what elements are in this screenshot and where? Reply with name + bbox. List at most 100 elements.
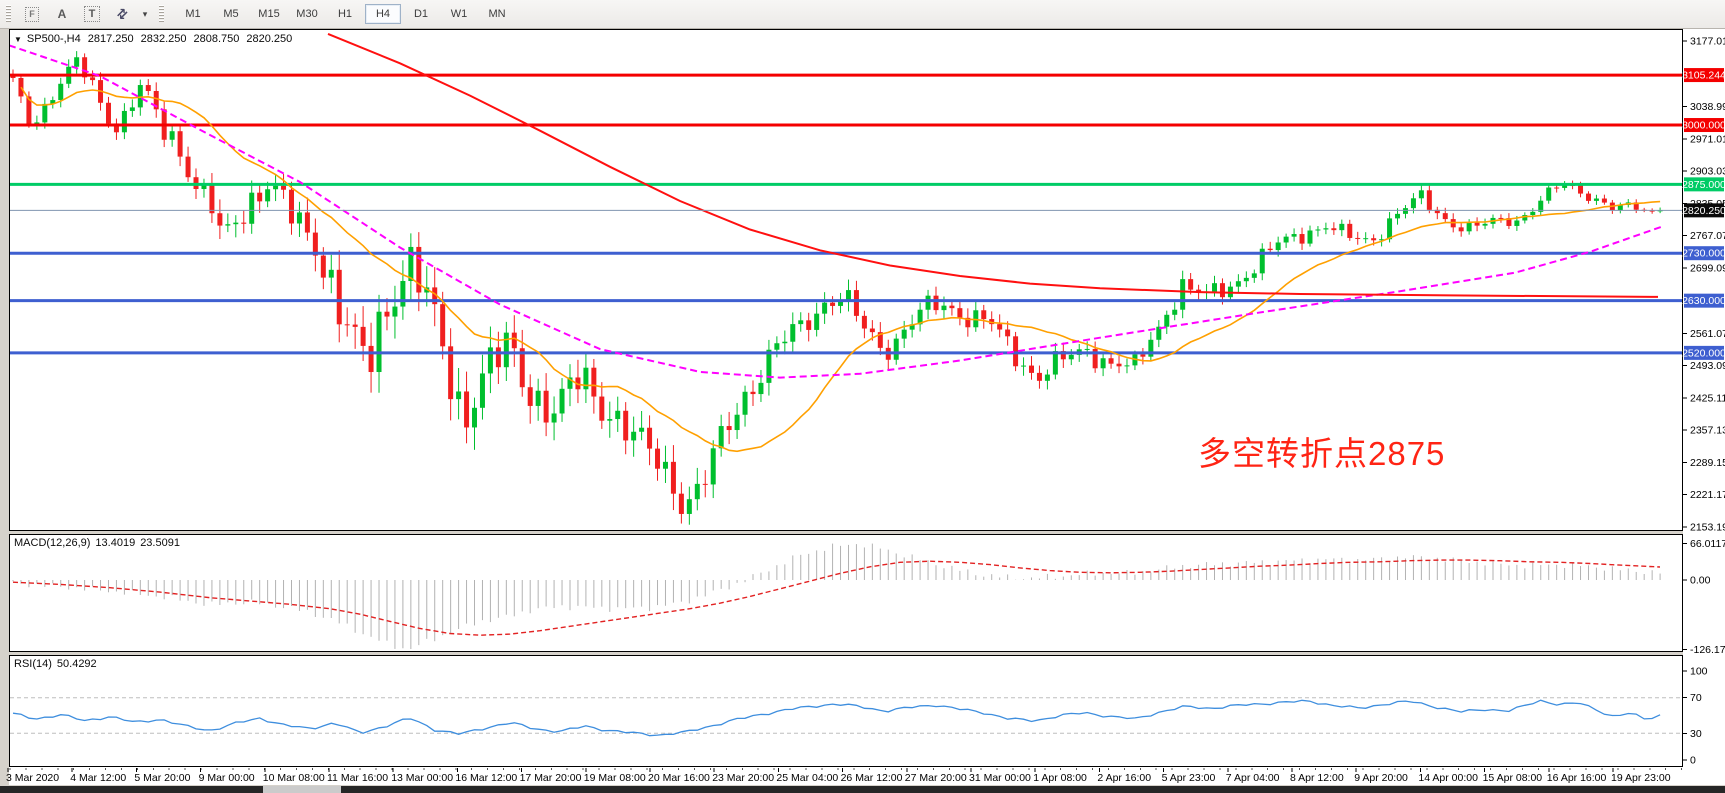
ohlc-low: 2808.750 <box>193 33 240 45</box>
candle <box>129 99 135 117</box>
rsi-line <box>12 699 1661 737</box>
font-a-icon[interactable]: A <box>57 7 67 21</box>
candle <box>1251 269 1257 283</box>
price-badge: 2820.250 <box>1682 203 1725 218</box>
candle <box>257 184 263 213</box>
time-tick-label: 7 Apr 04:00 <box>1226 772 1280 784</box>
text-box-icon[interactable]: T <box>80 4 104 24</box>
candle <box>312 218 318 272</box>
candle <box>1028 356 1034 380</box>
time-axis[interactable]: 3 Mar 2020 4 Mar 12:00 5 Mar 20:00 9 Mar 00… <box>6 768 1683 784</box>
candle <box>169 126 175 147</box>
cursor-mode-dropdown[interactable]: ▾ <box>142 8 148 19</box>
ma-slow-line <box>327 32 1659 298</box>
toolbar-grip[interactable] <box>6 5 11 23</box>
symbol-header: ▼ SP500-,H4 2817.250 2832.250 2808.750 2820.2… <box>14 33 292 45</box>
candle <box>1649 208 1655 214</box>
price-tick-label: 2425.110 <box>1690 392 1725 404</box>
time-tick-label: 23 Mar 20:00 <box>712 772 774 784</box>
candle <box>615 396 621 432</box>
rsi-scale-label: 0 <box>1690 755 1696 767</box>
candle <box>281 173 287 199</box>
candle <box>766 339 772 396</box>
candle <box>304 197 310 241</box>
time-tick-label: 9 Apr 20:00 <box>1354 772 1408 784</box>
candle <box>464 371 470 444</box>
timeframe-button-M30[interactable]: M30 <box>296 8 318 20</box>
candle <box>686 486 692 525</box>
time-tick-label: 17 Mar 20:00 <box>520 772 582 784</box>
candle <box>201 178 207 198</box>
main-toolbar: F A T ⇄ ▾ M1 M5 M15 M30 H1 H4 D1 W1 MN <box>0 0 1725 29</box>
rsi-value: 50.4292 <box>56 658 97 670</box>
timeframe-button-H1[interactable]: H1 <box>337 8 353 20</box>
candle <box>1044 369 1050 390</box>
macd-name: MACD(12,26,9) <box>14 537 91 549</box>
candle <box>1021 357 1027 376</box>
time-tick-label: 20 Mar 16:00 <box>648 772 710 784</box>
candle <box>1339 219 1345 237</box>
candle <box>718 414 724 457</box>
candle <box>1554 185 1560 193</box>
pane-separator[interactable] <box>9 531 1683 534</box>
candle <box>702 470 708 498</box>
price-tick-label: 3177.010 <box>1690 36 1725 48</box>
candle <box>607 401 613 438</box>
scrollbar-thumb[interactable] <box>263 786 341 793</box>
grid-font-icon[interactable]: F <box>20 4 44 24</box>
cursor-mode-icon[interactable]: ⇄ <box>110 4 134 24</box>
price-axis[interactable]: 3177.0103038.9902971.0102903.0302835.050… <box>1682 36 1725 767</box>
time-tick-label: 15 Apr 08:00 <box>1483 772 1543 784</box>
horizontal-scrollbar[interactable] <box>0 786 1725 793</box>
symbol-dropdown-icon[interactable]: ▼ <box>14 35 22 44</box>
candle <box>647 415 653 466</box>
grid-font-icon-glyph: F <box>25 6 39 22</box>
candle <box>145 79 151 96</box>
timeframe-button-M5[interactable]: M5 <box>223 8 239 20</box>
candle <box>1148 331 1154 362</box>
candle <box>392 285 398 339</box>
candle <box>1498 214 1504 223</box>
candle <box>591 358 597 414</box>
candle <box>1363 232 1369 244</box>
candle <box>400 260 406 320</box>
time-tick-label: 14 Apr 00:00 <box>1418 772 1478 784</box>
candle <box>448 328 454 421</box>
candles-group <box>10 51 1663 525</box>
price-tick-label: 2493.090 <box>1690 360 1725 372</box>
candle <box>440 291 446 360</box>
candle <box>551 396 557 441</box>
ohlc-high: 2832.250 <box>140 33 187 45</box>
candle <box>543 373 549 437</box>
candle <box>782 330 788 355</box>
candle <box>1291 228 1297 242</box>
pane-separator[interactable] <box>9 652 1683 655</box>
svg-text:2875.000: 2875.000 <box>1682 179 1725 191</box>
timeframe-button-M1[interactable]: M1 <box>185 8 201 20</box>
candle <box>1036 365 1042 389</box>
timeframe-button-W1[interactable]: W1 <box>450 8 468 20</box>
timeframe-button-M15[interactable]: M15 <box>258 8 280 20</box>
timeframe-button-H4[interactable]: H4 <box>365 4 401 24</box>
candle <box>798 312 804 332</box>
candle <box>249 180 255 234</box>
candle <box>989 311 995 332</box>
candle <box>1355 231 1361 245</box>
rsi-label: RSI(14) 50.4292 <box>14 658 97 670</box>
svg-text:2820.250: 2820.250 <box>1682 205 1725 217</box>
timeframe-button-D1[interactable]: D1 <box>413 8 429 20</box>
symbol-name: SP500-,H4 <box>26 33 81 45</box>
time-tick-label: 19 Apr 23:00 <box>1611 772 1671 784</box>
price-tick-label: 2561.070 <box>1690 328 1725 340</box>
candle <box>750 380 756 406</box>
candle <box>519 329 525 397</box>
rsi-scale-label: 70 <box>1690 692 1702 704</box>
macd-value: 13.4019 <box>95 537 136 549</box>
time-tick-label: 31 Mar 00:00 <box>969 772 1031 784</box>
timeframe-button-MN[interactable]: MN <box>488 8 506 20</box>
pane-border <box>9 534 1683 652</box>
candle <box>472 397 478 450</box>
candle <box>599 382 605 429</box>
toolbar-grip-2[interactable] <box>159 5 164 23</box>
